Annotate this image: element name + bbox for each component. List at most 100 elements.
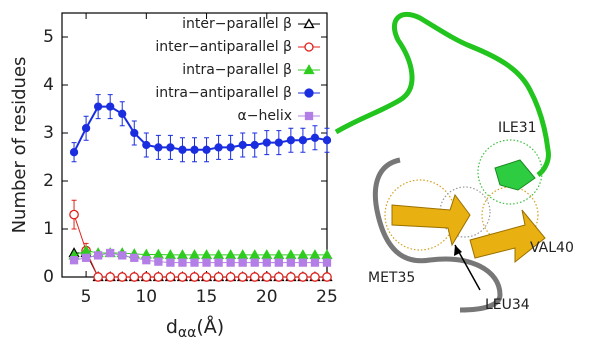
marker (155, 144, 162, 151)
marker (70, 210, 78, 218)
plot: 0 1 2 3 4 5 5 10 15 20 25 inter−parallel β inter−ant… (43, 13, 338, 307)
marker (287, 273, 295, 281)
marker (263, 139, 270, 146)
legend-marker (305, 43, 313, 51)
annotation: LEU34 (485, 297, 530, 313)
marker (275, 273, 283, 281)
marker (311, 134, 318, 141)
marker (130, 273, 138, 281)
marker (251, 273, 259, 281)
marker (155, 258, 162, 265)
marker (95, 103, 102, 110)
x-axis-label: dαα(Å) (166, 315, 224, 342)
marker (239, 259, 246, 266)
annotation: MET35 (368, 270, 415, 286)
marker (263, 273, 271, 281)
marker (226, 273, 234, 281)
marker (106, 273, 114, 281)
marker (118, 273, 126, 281)
marker (323, 273, 331, 281)
marker (227, 259, 234, 266)
y-tick-label: 0 (43, 267, 54, 287)
green-loop (336, 14, 548, 175)
marker (299, 259, 306, 266)
marker (107, 250, 114, 257)
marker (131, 254, 138, 261)
marker (215, 259, 222, 266)
marker (167, 259, 174, 266)
marker (167, 144, 174, 151)
marker (191, 259, 198, 266)
marker (71, 257, 78, 264)
marker (263, 259, 270, 266)
legend-marker (306, 113, 313, 120)
y-axis-label: Number of residues (9, 57, 30, 234)
marker (119, 252, 126, 259)
protein-structure (336, 14, 548, 310)
x-tick-label: 10 (135, 287, 157, 307)
y-tick-label: 2 (43, 171, 54, 191)
marker (179, 146, 186, 153)
marker (71, 149, 78, 156)
marker (94, 273, 102, 281)
marker (275, 259, 282, 266)
marker (143, 257, 150, 264)
marker (179, 259, 186, 266)
marker (191, 146, 198, 153)
marker (239, 142, 246, 149)
marker (142, 273, 150, 281)
marker (95, 252, 102, 259)
legend-label: inter−antiparallel β (155, 39, 292, 55)
marker (203, 259, 210, 266)
legend-marker (305, 89, 313, 97)
legend-label: α−helix (237, 108, 292, 124)
marker (275, 139, 282, 146)
ile-sidechain (495, 160, 535, 190)
marker (311, 259, 318, 266)
marker (202, 273, 210, 281)
marker (251, 142, 258, 149)
marker (83, 125, 90, 132)
marker (311, 273, 319, 281)
marker (166, 273, 174, 281)
marker (251, 259, 258, 266)
y-tick-label: 3 (43, 123, 54, 143)
marker (287, 137, 294, 144)
y-tick-label: 5 (43, 27, 54, 47)
gray-coil (375, 160, 500, 310)
legend-label: intra−parallel β (182, 62, 292, 78)
y-tick-label: 4 (43, 75, 54, 95)
x-tick-label: 20 (256, 287, 278, 307)
series-line (74, 215, 327, 277)
marker (299, 273, 307, 281)
marker (131, 130, 138, 137)
marker (299, 137, 306, 144)
figure: 0 1 2 3 4 5 5 10 15 20 25 inter−parallel β inter−ant… (0, 0, 591, 347)
x-tick-label: 15 (196, 287, 218, 307)
x-label-sub: αα (178, 325, 196, 341)
marker (203, 146, 210, 153)
y-tick-label: 1 (43, 219, 54, 239)
marker (178, 273, 186, 281)
marker (287, 259, 294, 266)
marker (227, 144, 234, 151)
marker (324, 137, 331, 144)
marker (214, 273, 222, 281)
annotation: ILE31 (498, 120, 537, 136)
legend-label: inter−parallel β (182, 16, 292, 32)
marker (215, 144, 222, 151)
marker (238, 273, 246, 281)
marker (83, 254, 90, 261)
annotation: VAL40 (530, 240, 574, 256)
x-tick-label: 5 (81, 287, 92, 307)
x-tick-label: 25 (316, 287, 338, 307)
marker (143, 142, 150, 149)
marker (190, 273, 198, 281)
marker (107, 103, 114, 110)
marker (324, 259, 331, 266)
legend-symbol (305, 89, 313, 97)
marker (154, 273, 162, 281)
x-label-main: d (166, 316, 178, 338)
legend-symbol (306, 113, 313, 120)
marker (119, 110, 126, 117)
